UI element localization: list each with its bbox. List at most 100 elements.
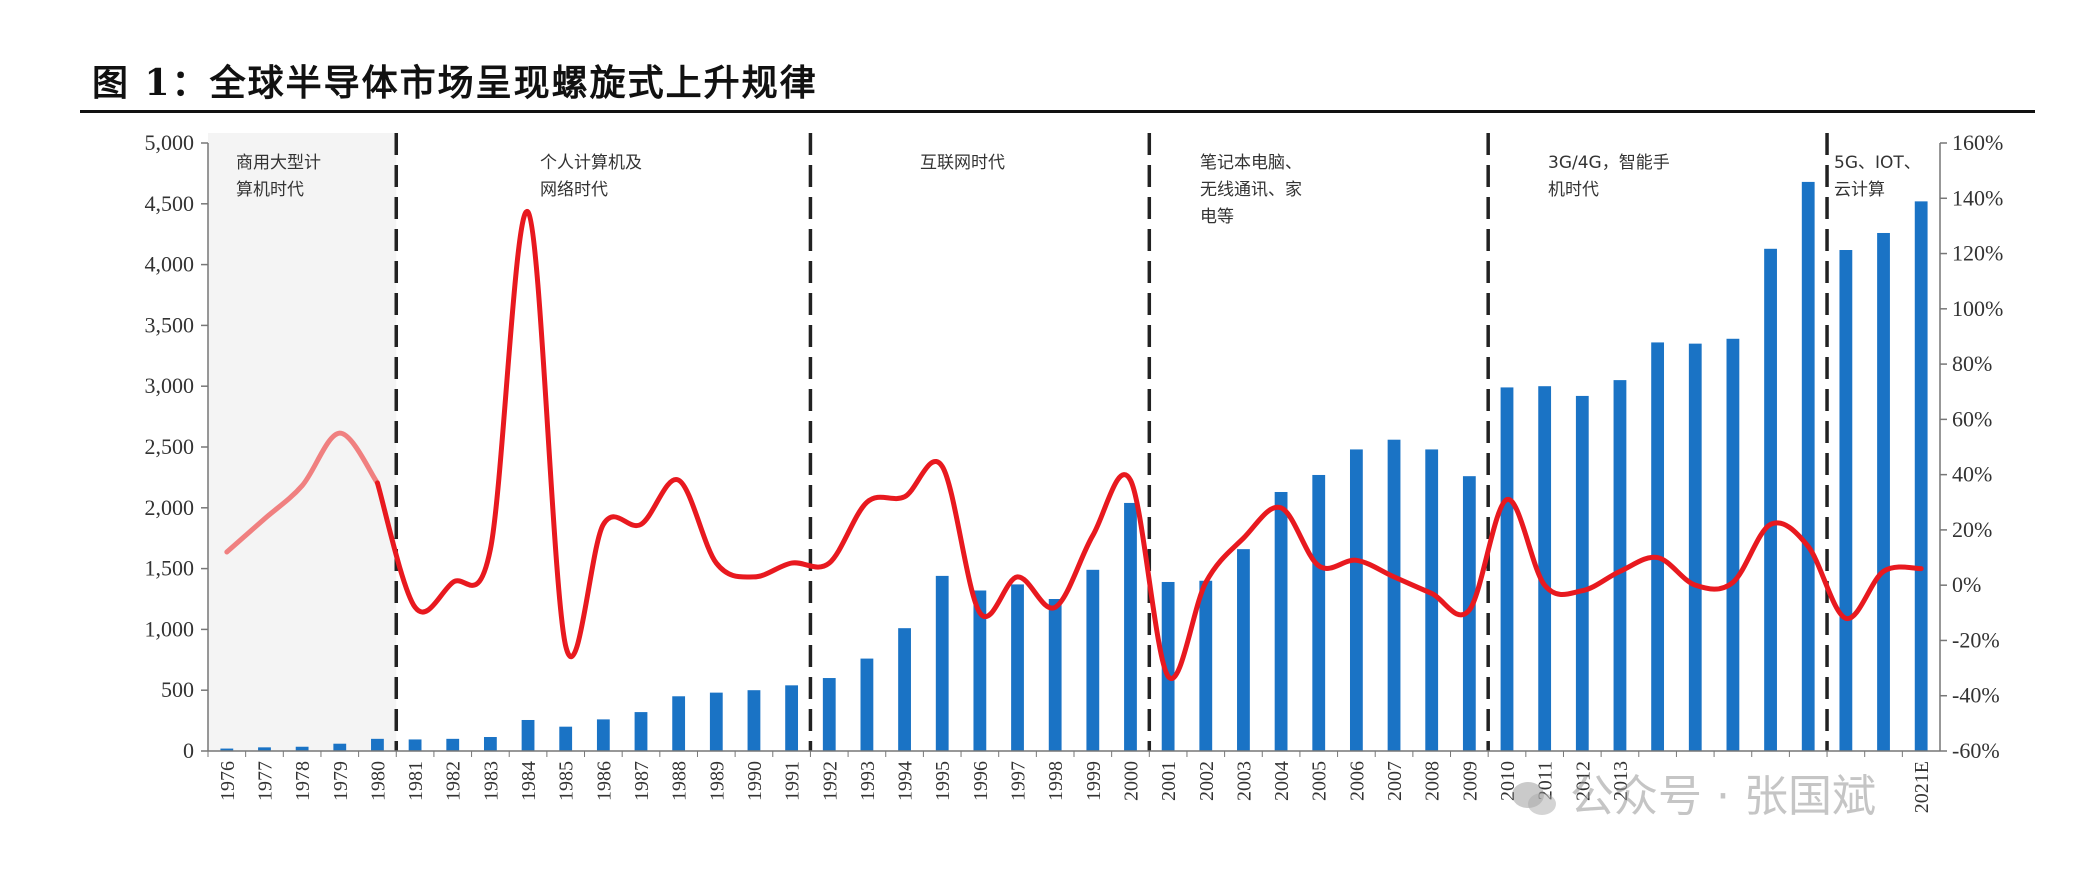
right-tick-label: 40% (1952, 462, 1992, 487)
x-tick-label: 2008 (1422, 761, 1444, 801)
x-tick-label: 1989 (706, 761, 728, 801)
x-tick-label: 1981 (405, 761, 427, 801)
era-label-line: 5G、IOT、 (1834, 153, 1921, 173)
bar-1988 (672, 696, 686, 751)
bar-2008 (1425, 449, 1439, 751)
bar-2011 (1538, 386, 1552, 751)
x-tick-label: 2001 (1158, 761, 1180, 801)
x-tick-label: 2002 (1196, 761, 1218, 801)
era-label-line: 笔记本电脑、 (1200, 153, 1302, 173)
left-tick-label: 5,000 (145, 130, 195, 155)
x-tick-label: 1993 (857, 761, 879, 801)
x-tick-label: 1988 (669, 761, 691, 801)
title-rule (80, 110, 2035, 113)
x-tick-label: 2013 (1610, 761, 1632, 801)
x-tick-label: 2021E (1911, 761, 1933, 813)
x-tick-label: 1998 (1045, 761, 1067, 801)
x-tick-label: 2009 (1459, 761, 1481, 801)
era-label-line: 商用大型计 (236, 153, 321, 173)
bar-1986 (596, 719, 610, 751)
era-label-line: 3G/4G，智能手 (1548, 153, 1670, 173)
growth-line-early (224, 430, 380, 555)
x-tick-label: 1982 (443, 761, 465, 801)
bar-1989 (709, 692, 723, 751)
x-tick-label: 1983 (480, 761, 502, 801)
bar-2014 (1651, 342, 1665, 751)
x-tick-label: 1984 (518, 761, 540, 801)
bar-1995 (935, 575, 949, 751)
bar-1977 (258, 747, 271, 751)
x-tick-label: 1995 (932, 761, 954, 801)
left-tick-label: 3,000 (145, 373, 195, 398)
x-tick-label: 1979 (330, 761, 352, 801)
right-tick-label: 140% (1952, 185, 2003, 210)
x-tick-label: 1985 (556, 761, 578, 801)
x-axis-ticks: 1976 1977 1978 1979 1980 1981 1982 1983 1984 1985… (207, 751, 1933, 813)
x-tick-label: 2004 (1271, 761, 1293, 801)
bar-1979 (333, 743, 347, 751)
right-tick-label: -40% (1952, 683, 2000, 708)
x-tick-label: 2012 (1572, 761, 1594, 801)
right-tick-label: -60% (1952, 738, 2000, 763)
left-tick-label: 4,500 (145, 191, 195, 216)
bar-2005 (1312, 474, 1326, 751)
left-tick-label: 2,000 (145, 495, 195, 520)
right-tick-label: 80% (1952, 351, 1992, 376)
x-tick-label: 1978 (292, 761, 314, 801)
era-label-line: 云计算 (1834, 180, 1885, 200)
bar-1993 (860, 658, 874, 751)
x-tick-label: 2000 (1120, 761, 1142, 801)
bar-1992 (822, 678, 836, 751)
figure-title: 图 1：全球半导体市场呈现螺旋式上升规律 (92, 62, 818, 104)
bar-1996 (973, 590, 987, 751)
wechat-icon (1512, 782, 1556, 815)
x-tick-label: 1994 (895, 761, 917, 801)
right-tick-label: 120% (1952, 241, 2003, 266)
right-axis-ticks: -60% -40% -20% 0% 20% 40% 60% 80% 100% 120% 140% 16… (1940, 130, 2003, 763)
left-tick-label: 1,000 (145, 616, 195, 641)
left-tick-label: 1,500 (145, 556, 195, 581)
right-tick-label: 60% (1952, 406, 1992, 431)
bar-1991 (785, 685, 799, 751)
x-tick-label: 1992 (819, 761, 841, 801)
right-tick-label: 160% (1952, 130, 2003, 155)
era-label-line: 算机时代 (236, 180, 304, 200)
era-label-line: 无线通讯、家 (1200, 180, 1302, 200)
watermark: 公众号 · 张国斌 (1510, 760, 1876, 824)
bar-2015 (1688, 343, 1702, 751)
bar-1982 (446, 738, 460, 751)
left-tick-label: 4,000 (145, 252, 195, 277)
era-label-line: 机时代 (1548, 180, 1599, 200)
bar-2003 (1237, 549, 1250, 751)
left-tick-label: 500 (161, 677, 194, 702)
early-era-shade (208, 133, 397, 751)
x-tick-label: 1976 (217, 761, 239, 801)
bar-1985 (559, 726, 573, 751)
era-dividers (394, 133, 1829, 751)
x-tick-label: 2003 (1233, 761, 1255, 801)
bar-1987 (634, 712, 648, 751)
bar-1984 (521, 719, 535, 751)
era-label-line: 互联网时代 (920, 153, 1005, 173)
left-axis-ticks: 0 500 1,000 1,500 2,000 2,500 3,000 3,500 4,000 4… (145, 130, 208, 763)
bar-1980 (371, 738, 384, 751)
bar-2012 (1575, 395, 1589, 751)
left-tick-label: 2,500 (145, 434, 195, 459)
x-tick-label: 2005 (1309, 761, 1331, 801)
x-tick-label: 1991 (782, 761, 804, 801)
right-tick-label: 20% (1952, 517, 1992, 542)
x-tick-label: 1977 (254, 761, 276, 801)
right-tick-label: 0% (1952, 572, 1981, 597)
right-tick-label: -20% (1952, 627, 2000, 652)
bar-2013 (1613, 380, 1627, 751)
bar-2017 (1764, 248, 1777, 752)
bar-2020 (1877, 232, 1890, 751)
bar-1981 (408, 739, 422, 751)
bar-1997 (1011, 584, 1024, 751)
x-tick-label: 2007 (1384, 761, 1406, 801)
bar-2016 (1726, 338, 1740, 751)
bar-1994 (898, 628, 911, 751)
market-size-bars (220, 181, 1928, 752)
x-tick-label: 1980 (367, 761, 389, 801)
